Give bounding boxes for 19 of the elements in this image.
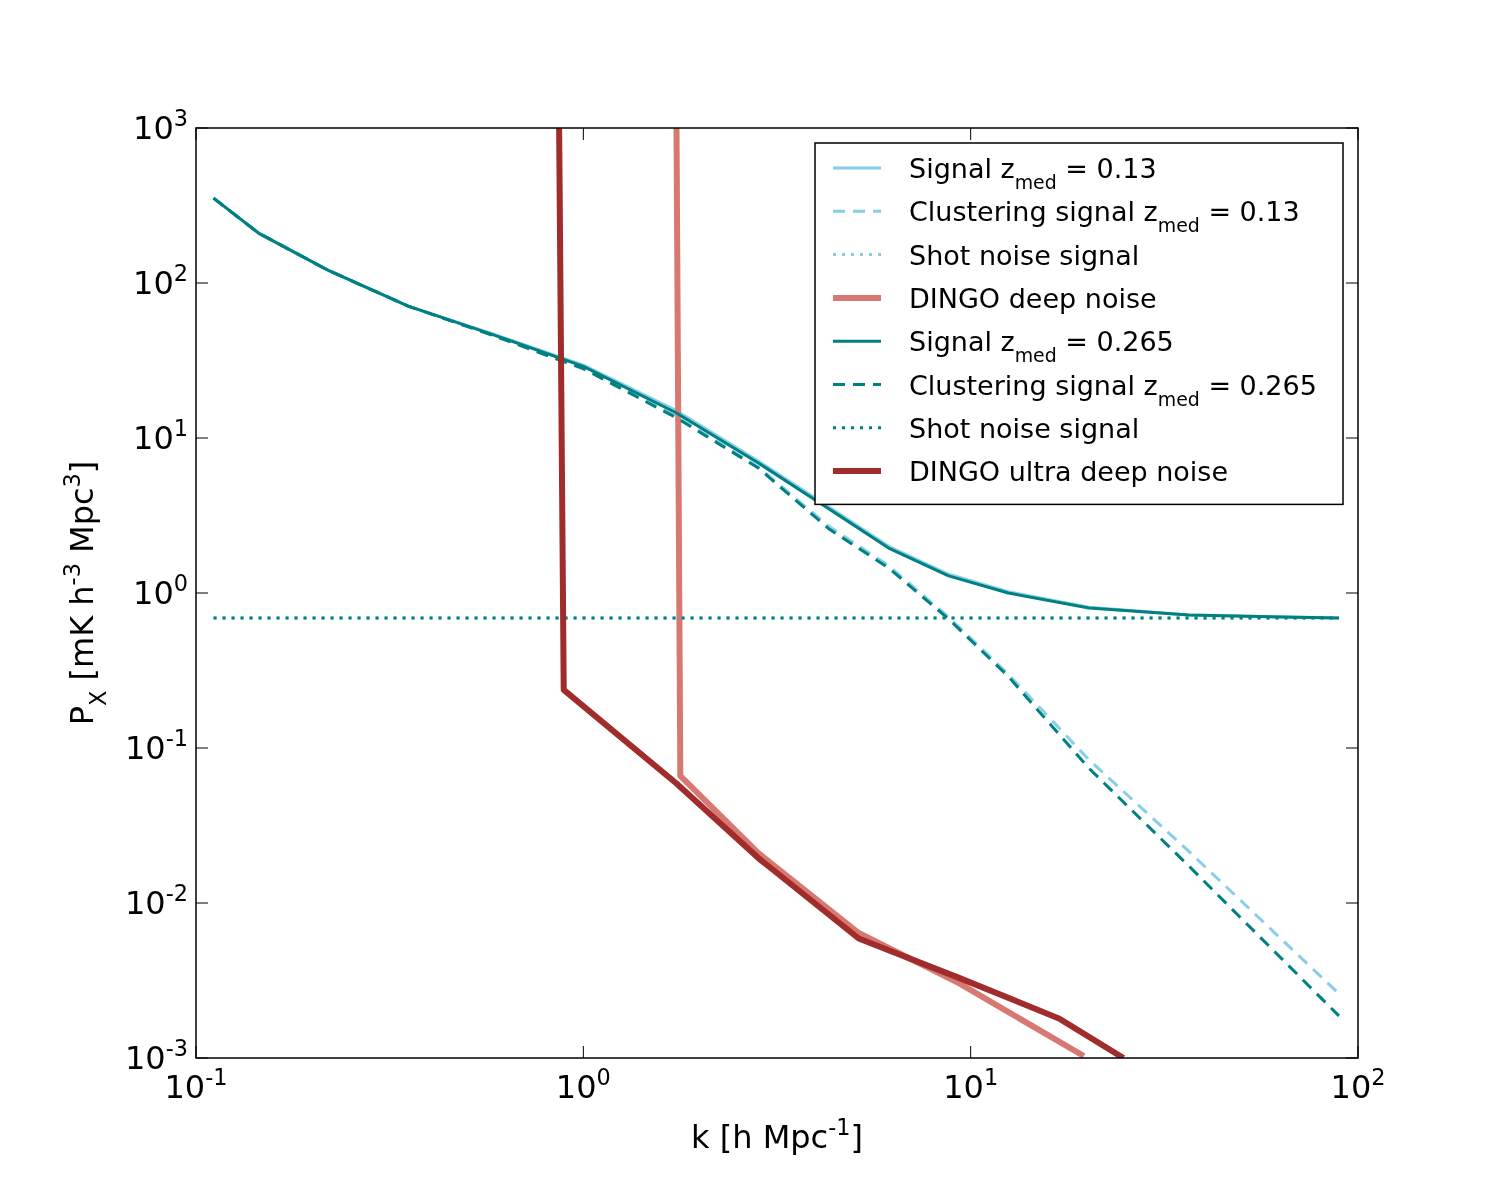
x-tick-label: 10$^{-1}$ bbox=[164, 1064, 228, 1106]
legend-label: DINGO deep noise bbox=[909, 282, 1157, 314]
y-tick-label: 10$^{0}$ bbox=[133, 570, 188, 612]
legend-label: Clustering signal z$_{med}$ = 0.265 bbox=[909, 369, 1317, 410]
y-tick-label: 10$^{3}$ bbox=[133, 105, 188, 147]
y-tick-label: 10$^{1}$ bbox=[133, 415, 188, 457]
legend-label: DINGO ultra deep noise bbox=[909, 456, 1229, 488]
x-tick-label: 10$^{1}$ bbox=[943, 1064, 999, 1106]
y-tick-label: 10$^{-2}$ bbox=[124, 880, 188, 922]
legend-label: Shot noise signal bbox=[909, 412, 1140, 444]
legend-label: Clustering signal z$_{med}$ = 0.13 bbox=[909, 196, 1300, 237]
y-tick-label: 10$^{2}$ bbox=[133, 260, 188, 302]
legend-label: Shot noise signal bbox=[909, 239, 1140, 271]
x-tick-label: 10$^{2}$ bbox=[1330, 1064, 1386, 1106]
y-tick-label: 10$^{-1}$ bbox=[124, 725, 188, 767]
x-axis-title: k [h Mpc$^{-1}$] bbox=[691, 1114, 863, 1156]
legend-label: Signal z$_{med}$ = 0.265 bbox=[909, 326, 1174, 367]
x-tick-label: 10$^{0}$ bbox=[555, 1064, 611, 1106]
legend-label: Signal z$_{med}$ = 0.13 bbox=[909, 153, 1157, 193]
